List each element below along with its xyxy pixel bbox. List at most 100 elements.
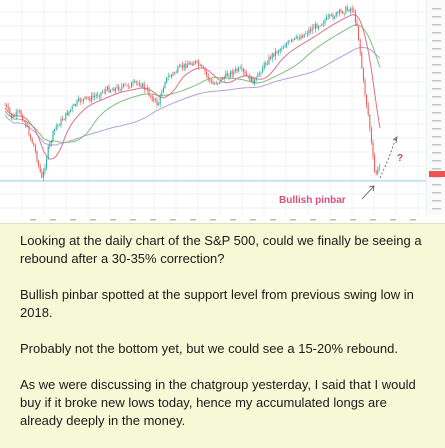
candle-body <box>60 119 62 126</box>
candle-body <box>353 10 355 12</box>
candle-body <box>116 86 118 88</box>
candle-body <box>332 14 334 19</box>
candle-body <box>50 140 52 143</box>
candle-body <box>218 81 220 83</box>
chart-image[interactable]: Bullish pinbar ? <box>0 0 445 224</box>
candle-body <box>252 77 254 84</box>
candle-body <box>105 89 107 92</box>
price-tick <box>432 144 441 146</box>
candle-body <box>153 98 155 101</box>
candle-body <box>172 72 174 75</box>
moving-average-100 <box>4 24 381 143</box>
candle-body <box>126 84 128 86</box>
candle-body <box>290 39 292 41</box>
candle-body <box>82 98 84 102</box>
candle-body <box>258 73 260 75</box>
candle-body <box>151 96 153 101</box>
candle-body <box>255 77 257 81</box>
price-tick <box>432 168 441 170</box>
candle-body <box>14 115 16 117</box>
price-tick <box>432 208 441 210</box>
candle-body <box>158 103 160 106</box>
time-tick <box>190 219 196 221</box>
price-tick <box>432 80 441 82</box>
candle-body <box>148 89 150 96</box>
candle-body <box>182 65 184 68</box>
candle-body <box>81 101 83 102</box>
candle-body <box>100 92 102 97</box>
candle-body <box>134 81 136 83</box>
sp500-daily-chart <box>0 0 427 221</box>
message-paragraph: Looking at the daily chart of the S&P 50… <box>20 233 422 266</box>
time-tick <box>130 219 136 221</box>
candle-body <box>143 83 145 90</box>
candle-body <box>41 171 43 178</box>
candle-body <box>124 84 126 85</box>
candle-body <box>68 111 70 116</box>
candle-body <box>282 47 284 49</box>
candle-body <box>26 126 28 127</box>
candle-body <box>98 96 100 97</box>
price-tick <box>432 72 441 74</box>
candle-body <box>156 99 158 106</box>
candle-body <box>271 53 273 59</box>
candle-body <box>316 23 318 29</box>
candle-body <box>294 37 296 40</box>
price-tick <box>432 192 441 194</box>
message-text: Looking at the daily chart of the S&P 50… <box>20 232 425 448</box>
price-tick <box>432 48 441 50</box>
annotation-arrow <box>361 185 375 200</box>
candle-body <box>305 33 307 35</box>
candle-body <box>300 36 302 40</box>
candle-body <box>375 171 377 174</box>
candle-body <box>378 167 380 169</box>
candle-body <box>324 20 326 24</box>
candle-body <box>209 78 211 81</box>
moving-average-50 <box>4 14 381 160</box>
candle-body <box>76 100 78 106</box>
candle-body <box>73 104 75 107</box>
candle-body <box>223 77 225 80</box>
candle-body <box>140 85 142 87</box>
candle-body <box>354 11 356 23</box>
candle-body <box>177 67 179 73</box>
candle-body <box>374 155 376 172</box>
candle-body <box>262 68 264 73</box>
candle-body <box>338 9 340 13</box>
candle-body <box>231 71 233 75</box>
time-tick <box>250 219 256 221</box>
price-tick <box>432 64 441 66</box>
candle-body <box>159 94 161 104</box>
candle-body <box>329 14 331 17</box>
candle-body <box>335 12 337 17</box>
candle-body <box>318 25 320 29</box>
candle-body <box>372 142 374 156</box>
candle-body <box>42 171 44 178</box>
candle-body <box>74 104 76 106</box>
time-tick <box>350 219 356 221</box>
candle-body <box>62 119 64 121</box>
price-tick <box>432 8 441 10</box>
candle-body <box>292 39 294 41</box>
candle-body <box>10 113 12 118</box>
candle-body <box>175 72 177 73</box>
candle-body <box>66 112 68 116</box>
candle-body <box>110 90 112 93</box>
candle-body <box>87 97 89 99</box>
time-tick <box>390 219 396 221</box>
price-tick <box>432 136 441 138</box>
candle-body <box>303 33 305 38</box>
candle-body <box>196 60 198 62</box>
candle-body <box>63 119 65 121</box>
time-tick <box>30 219 36 221</box>
candle-body <box>89 98 91 101</box>
candle-body <box>95 94 97 97</box>
candle-body <box>201 64 203 67</box>
candle-body <box>47 146 49 159</box>
candle-body <box>343 13 345 14</box>
candle-body <box>137 82 139 84</box>
message-paragraph: Probably not the bottom yet, but we coul… <box>20 341 398 356</box>
candle-body <box>289 40 291 42</box>
candle-body <box>108 86 110 93</box>
time-tick <box>370 219 376 221</box>
